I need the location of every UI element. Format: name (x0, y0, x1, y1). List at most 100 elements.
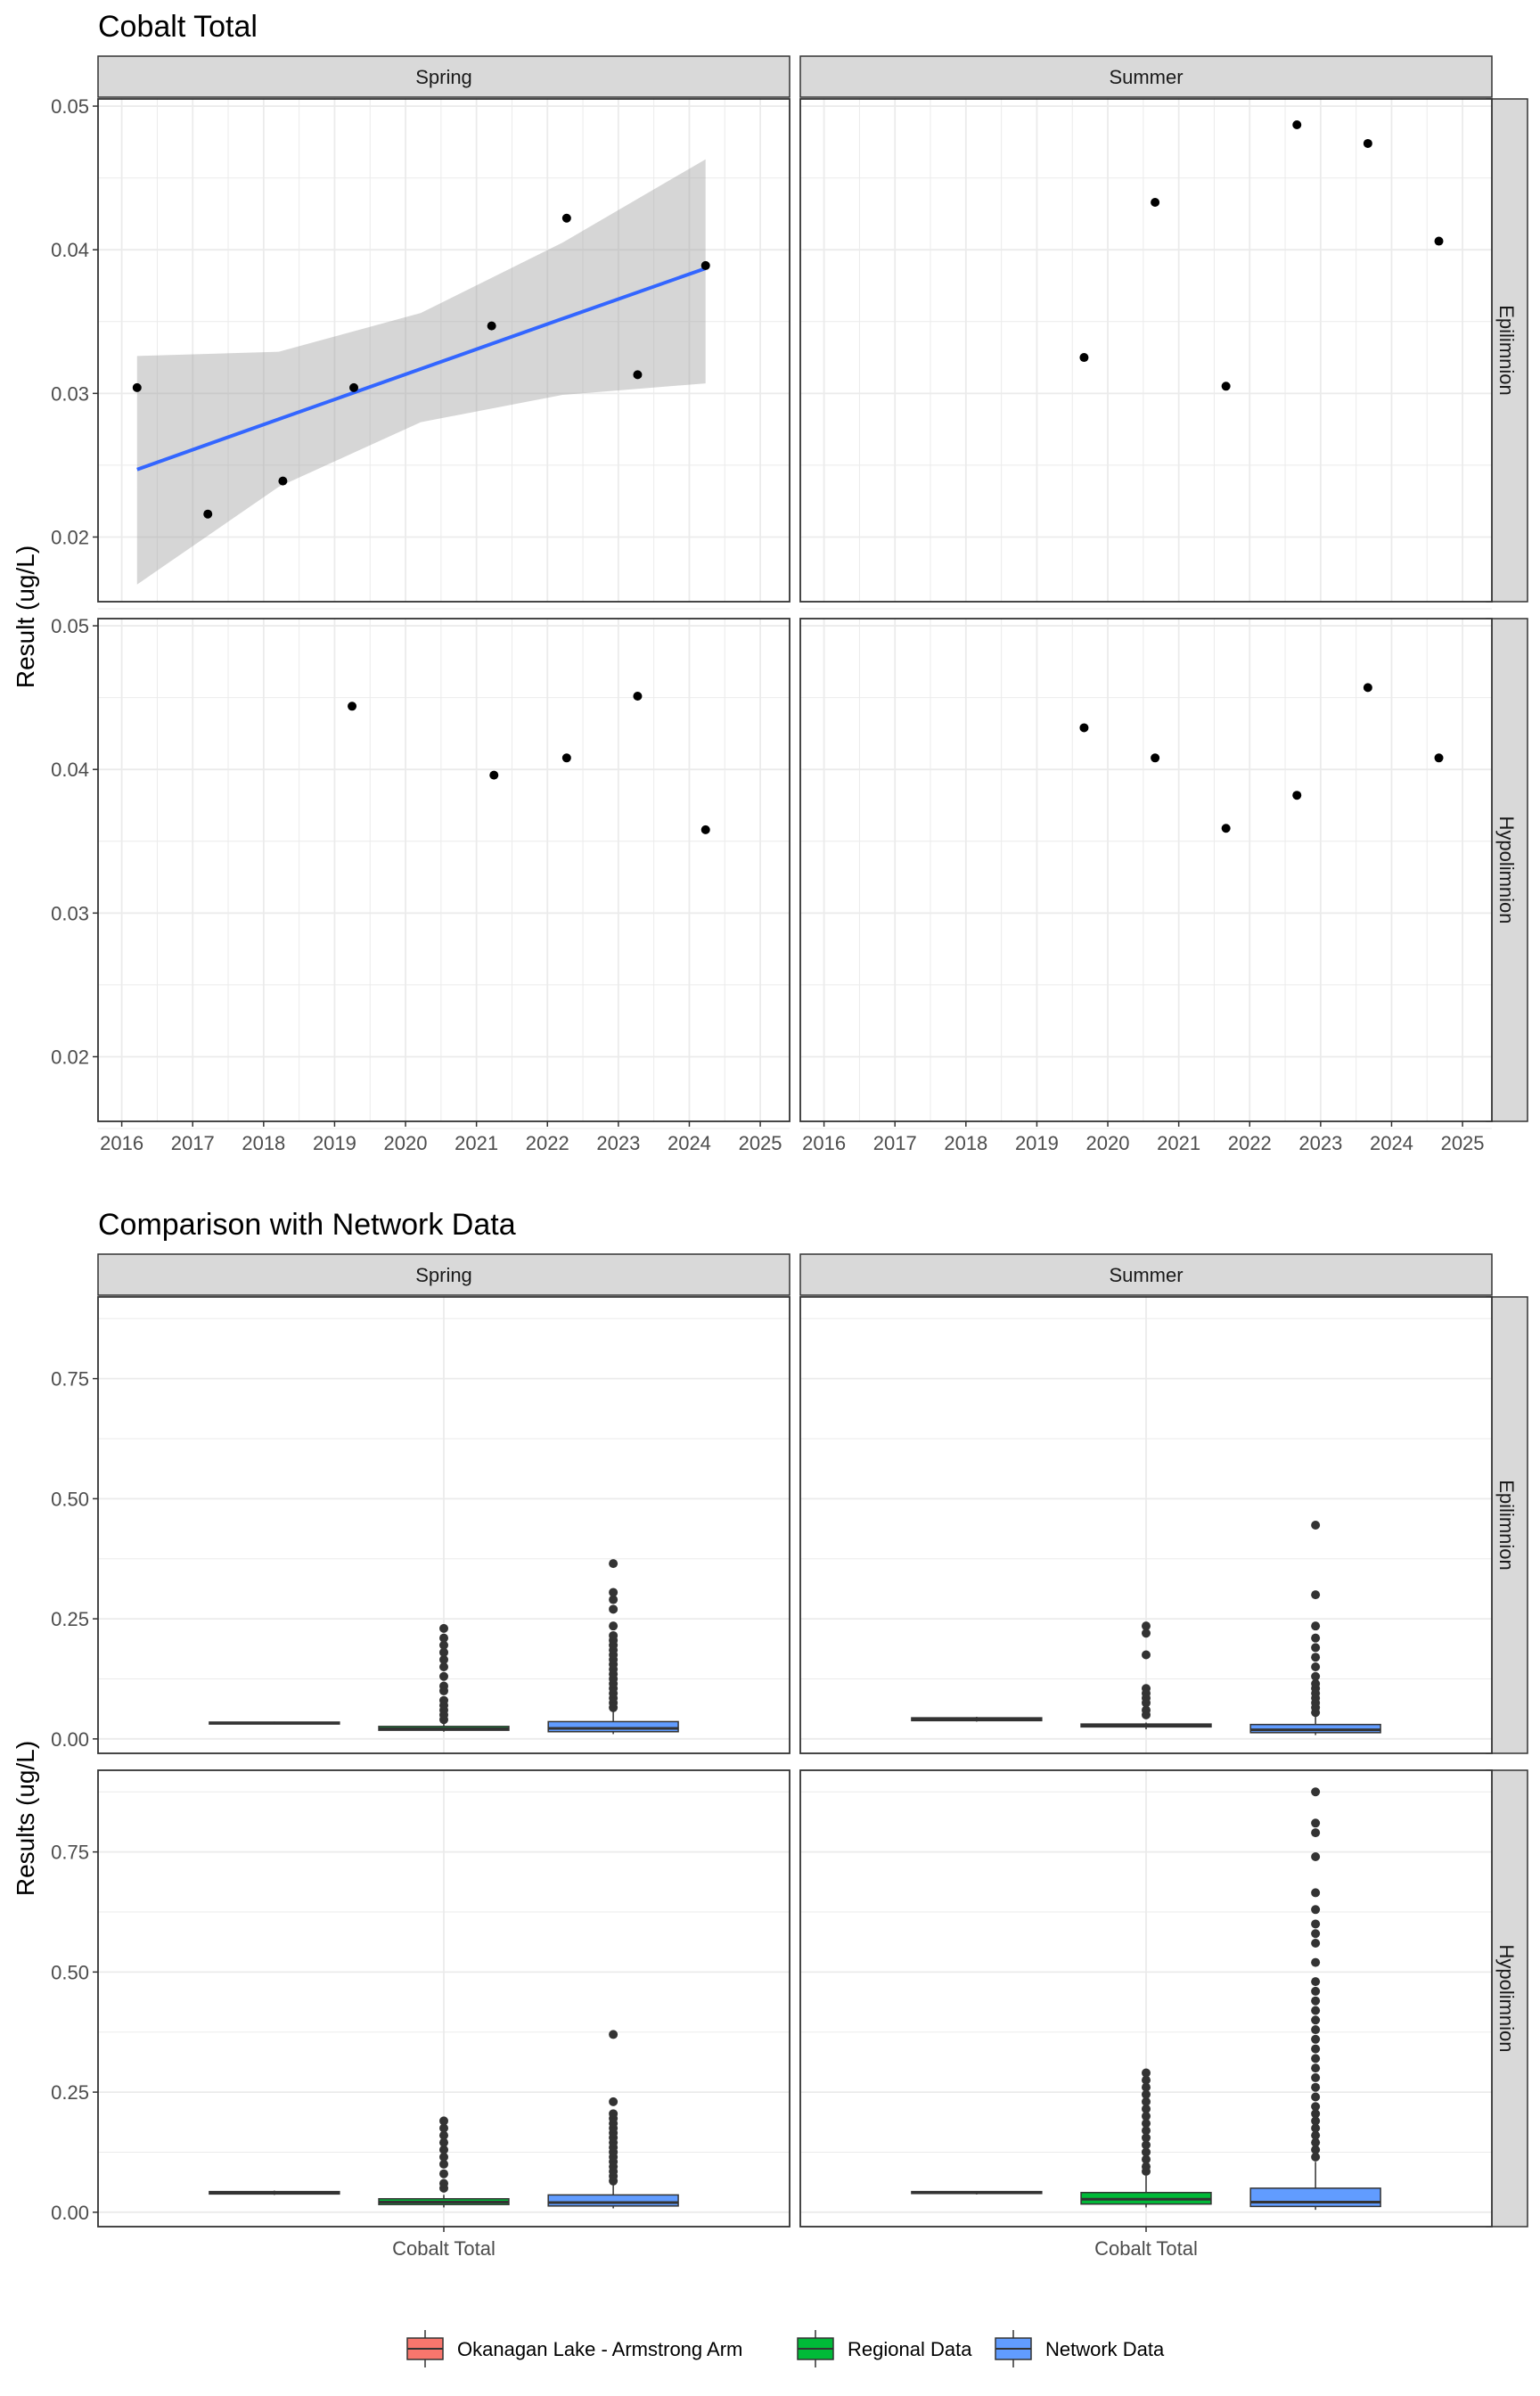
y-tick-label: 0.02 (51, 526, 89, 548)
row-strip-epilimnion (1486, 98, 1528, 603)
panel-border (97, 618, 790, 1122)
x-tick-label: 2019 (1015, 1132, 1059, 1154)
x-tick-label: 2022 (526, 1132, 569, 1154)
outlier-point (439, 1681, 448, 1691)
row-strip-epilimnion (1486, 1296, 1528, 1754)
outlier-point (439, 1671, 448, 1681)
outlier-point (439, 1662, 448, 1671)
box-network-data (1249, 2187, 1381, 2208)
panel-border (97, 1296, 790, 1754)
x-tick-label: Cobalt Total (1094, 2237, 1198, 2260)
column-strip-label-summer: Summer (1109, 1264, 1183, 1286)
outlier-point (439, 2116, 448, 2126)
outlier-point (1142, 2096, 1151, 2106)
data-point (1221, 382, 1231, 391)
data-point (1292, 120, 1302, 130)
column-strip-label-spring: Spring (415, 66, 472, 88)
outlier-point (1311, 2034, 1321, 2044)
outlier-point (1142, 2126, 1151, 2136)
data-point (1363, 683, 1372, 693)
outlier-point (1311, 2145, 1321, 2154)
outlier-point (1311, 2006, 1321, 2015)
outlier-point (439, 1633, 448, 1643)
outlier-point (439, 1623, 448, 1633)
outlier-point (1142, 2104, 1151, 2113)
y-tick-label: 0.00 (51, 1728, 89, 1751)
y-tick-label: 0.00 (51, 2202, 89, 2224)
x-tick-label: 2020 (1086, 1132, 1130, 1154)
panel-border (799, 618, 1493, 1122)
outlier-point (1142, 2140, 1151, 2150)
y-tick-label: 0.05 (51, 615, 89, 637)
column-strip-label-spring: Spring (415, 1264, 472, 1286)
x-tick-label: 2024 (1370, 1132, 1413, 1154)
x-tick-label: 2017 (171, 1132, 215, 1154)
outlier-point (609, 2096, 618, 2106)
scatter-chart-title: Cobalt Total (98, 10, 258, 44)
y-tick-label: 0.25 (51, 1608, 89, 1630)
outlier-point (1142, 2089, 1151, 2099)
outlier-point (609, 1559, 618, 1569)
panel-background-summer-hypolimnion (800, 619, 1492, 1121)
outlier-point (1311, 1929, 1321, 1939)
box-network-data (547, 1720, 679, 1733)
data-point (203, 509, 213, 519)
outlier-point (1311, 2152, 1321, 2162)
outlier-point (1142, 1684, 1151, 1694)
outlier-point (439, 2123, 448, 2133)
outlier-point (1142, 2154, 1151, 2164)
column-strip-summer (799, 55, 1493, 98)
legend-label-okanagan-lake-armstrong-arm: Okanagan Lake - Armstrong Arm (457, 2338, 742, 2360)
panel-border (799, 1296, 1493, 1754)
column-strip-summer (799, 1253, 1493, 1296)
outlier-point (439, 2130, 448, 2140)
outlier-point (609, 1604, 618, 1614)
outlier-point (1142, 2133, 1151, 2143)
outlier-point (1311, 2109, 1321, 2119)
y-tick-label: 0.04 (51, 759, 89, 781)
confidence-band (136, 159, 706, 585)
data-point (1079, 353, 1089, 363)
outlier-point (1311, 1905, 1321, 1915)
data-point (1151, 198, 1160, 208)
y-tick-label: 0.04 (51, 239, 89, 261)
outlier-point (1311, 2044, 1321, 2054)
data-point (1292, 791, 1302, 800)
column-strip-spring (97, 1253, 790, 1296)
outlier-point (1311, 1787, 1321, 1797)
x-tick-label: 2021 (1157, 1132, 1200, 1154)
row-strip-label-hypolimnion: Hypolimnion (1495, 1944, 1518, 2052)
outlier-point (439, 1640, 448, 1650)
row-strip-label-epilimnion: Epilimnion (1495, 305, 1518, 396)
x-tick-label: 2025 (739, 1132, 782, 1154)
outlier-point (1142, 2162, 1151, 2171)
x-tick-label: Cobalt Total (392, 2237, 496, 2260)
data-point (1151, 753, 1160, 763)
outlier-point (439, 2159, 448, 2169)
outlier-point (1311, 1633, 1321, 1643)
y-tick-label: 0.50 (51, 1488, 89, 1510)
x-tick-label: 2025 (1441, 1132, 1485, 1154)
outlier-point (1142, 2068, 1151, 2078)
outlier-point (1311, 2015, 1321, 2025)
outlier-point (1311, 1662, 1321, 1671)
outlier-point (1311, 1818, 1321, 1828)
outlier-point (1311, 1590, 1321, 1600)
outlier-point (1311, 1986, 1321, 1996)
outlier-point (1142, 1629, 1151, 1638)
outlier-point (439, 2145, 448, 2154)
box-chart-area: Spring Summer Epilimnion Hypolimnion 0.00 0.2… (51, 1253, 1528, 2260)
outlier-point (1142, 2112, 1151, 2121)
outlier-point (1142, 2075, 1151, 2085)
panel-background-spring-epilimnion (98, 99, 790, 602)
box-chart-title: Comparison with Network Data (98, 1208, 516, 1242)
outlier-point (1311, 1643, 1321, 1653)
row-strip-hypolimnion (1486, 618, 1528, 1122)
outlier-point (1311, 1678, 1321, 1688)
data-point (489, 770, 499, 780)
outlier-point (439, 2152, 448, 2162)
data-point (561, 213, 571, 223)
outlier-point (1142, 2147, 1151, 2157)
outlier-point (1311, 1671, 1321, 1681)
outlier-point (1142, 2082, 1151, 2092)
